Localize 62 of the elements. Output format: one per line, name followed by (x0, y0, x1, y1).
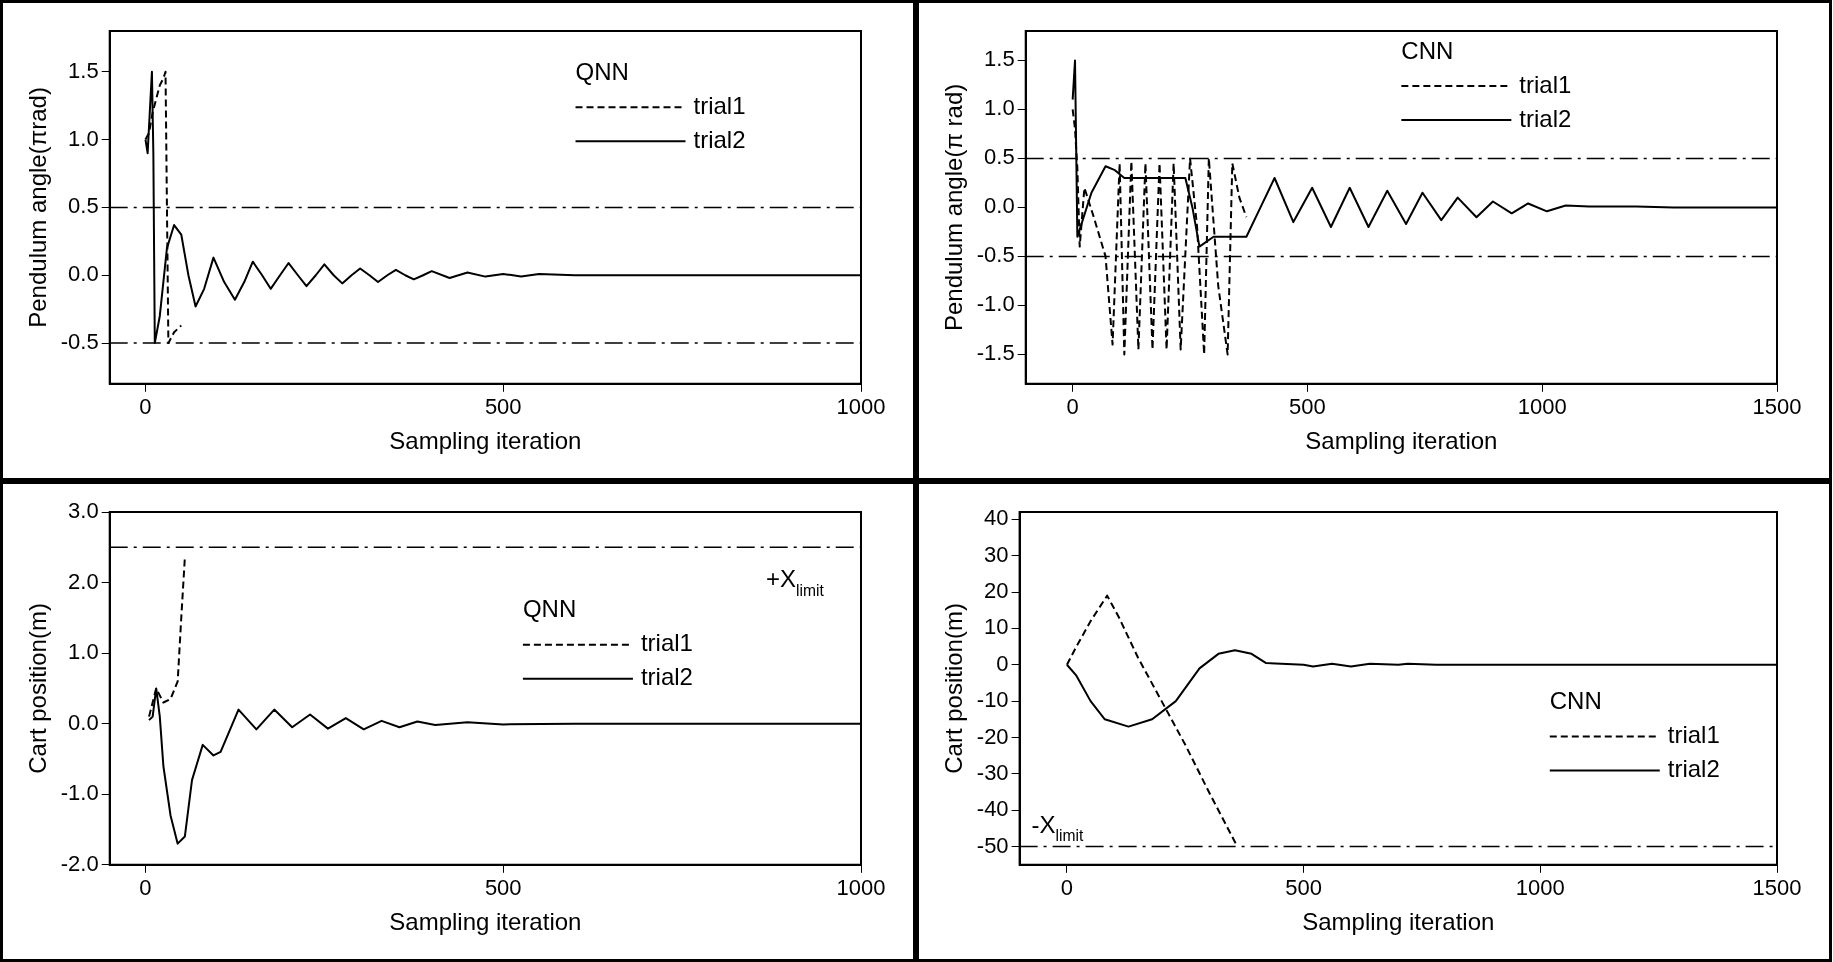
y-tick-label: 0.0 (984, 193, 1015, 219)
y-tick-label: 1.0 (68, 639, 99, 665)
legend-label: trial2 (693, 125, 746, 153)
x-axis-title: Sampling iteration (1302, 908, 1495, 936)
x-tick-label: 500 (1289, 394, 1326, 420)
legend-title: CNN (1401, 36, 1454, 64)
x-tick-label: 1500 (1752, 394, 1802, 420)
y-tick-label: 20 (984, 578, 1009, 604)
legend-label: trial2 (640, 663, 693, 691)
y-tick-label: 1.0 (984, 95, 1015, 121)
y-tick-label: 40 (984, 505, 1009, 531)
legend-title: QNN (575, 57, 629, 85)
legend-label: trial1 (693, 91, 746, 119)
y-tick-label: 0.5 (984, 144, 1015, 170)
x-tick-label: 1000 (836, 875, 886, 901)
legend-label: trial1 (640, 629, 693, 657)
y-tick-label: -1.5 (976, 340, 1015, 366)
y-tick-label: -30 (976, 759, 1009, 785)
y-tick-label: 0.0 (68, 709, 99, 735)
y-tick-label: 1.0 (68, 125, 99, 151)
y-tick-label: 10 (984, 614, 1009, 640)
x-axis-title: Sampling iteration (389, 908, 582, 936)
y-tick-label: -0.5 (976, 242, 1015, 268)
y-tick-label: -2.0 (60, 850, 99, 876)
y-tick-label: 30 (984, 541, 1009, 567)
x-tick-label: 1000 (836, 394, 886, 420)
x-tick-label: 0 (139, 394, 152, 420)
x-tick-label: 1000 (1515, 875, 1565, 901)
x-tick-label: 0 (1066, 394, 1079, 420)
legend-label: trial1 (1519, 70, 1572, 98)
x-tick-label: 500 (484, 875, 522, 901)
y-tick-label: 1.5 (68, 57, 99, 83)
y-tick-label: 2.0 (68, 568, 99, 594)
x-axis-title: Sampling iteration (389, 427, 582, 455)
y-tick-label: 0.5 (68, 193, 99, 219)
y-tick-label: 0 (996, 650, 1009, 676)
y-tick-label: -40 (976, 796, 1009, 822)
x-tick-label: 1500 (1752, 875, 1802, 901)
y-tick-label: -20 (976, 723, 1009, 749)
y-tick-label: 0.0 (68, 261, 99, 287)
y-tick-label: 1.5 (984, 46, 1015, 72)
legend-label: trial2 (1667, 755, 1720, 783)
x-tick-label: 500 (484, 394, 522, 420)
y-tick-label: 3.0 (68, 498, 99, 524)
y-axis-title: Cart position(m) (24, 603, 52, 774)
x-tick-label: 0 (1060, 875, 1074, 901)
y-axis-title: Pendulum angle(π rad) (940, 83, 968, 332)
legend-label: trial2 (1519, 104, 1572, 132)
legend-title: CNN (1549, 687, 1602, 715)
legend-title: QNN (522, 595, 577, 623)
x-tick-label: 0 (139, 875, 152, 901)
y-axis-title: Cart position(m) (940, 603, 968, 774)
x-tick-label: 1000 (1517, 394, 1567, 420)
x-axis-title: Sampling iteration (1305, 427, 1498, 455)
y-tick-label: -0.5 (60, 329, 99, 355)
y-tick-label: -1.0 (976, 291, 1015, 317)
y-tick-label: -50 (976, 832, 1009, 858)
x-tick-label: 500 (1285, 875, 1322, 901)
y-axis-title: Pendulum angle(πrad) (24, 87, 52, 328)
y-tick-label: -10 (976, 687, 1009, 713)
legend-label: trial1 (1667, 721, 1720, 749)
y-tick-label: -1.0 (60, 780, 99, 806)
